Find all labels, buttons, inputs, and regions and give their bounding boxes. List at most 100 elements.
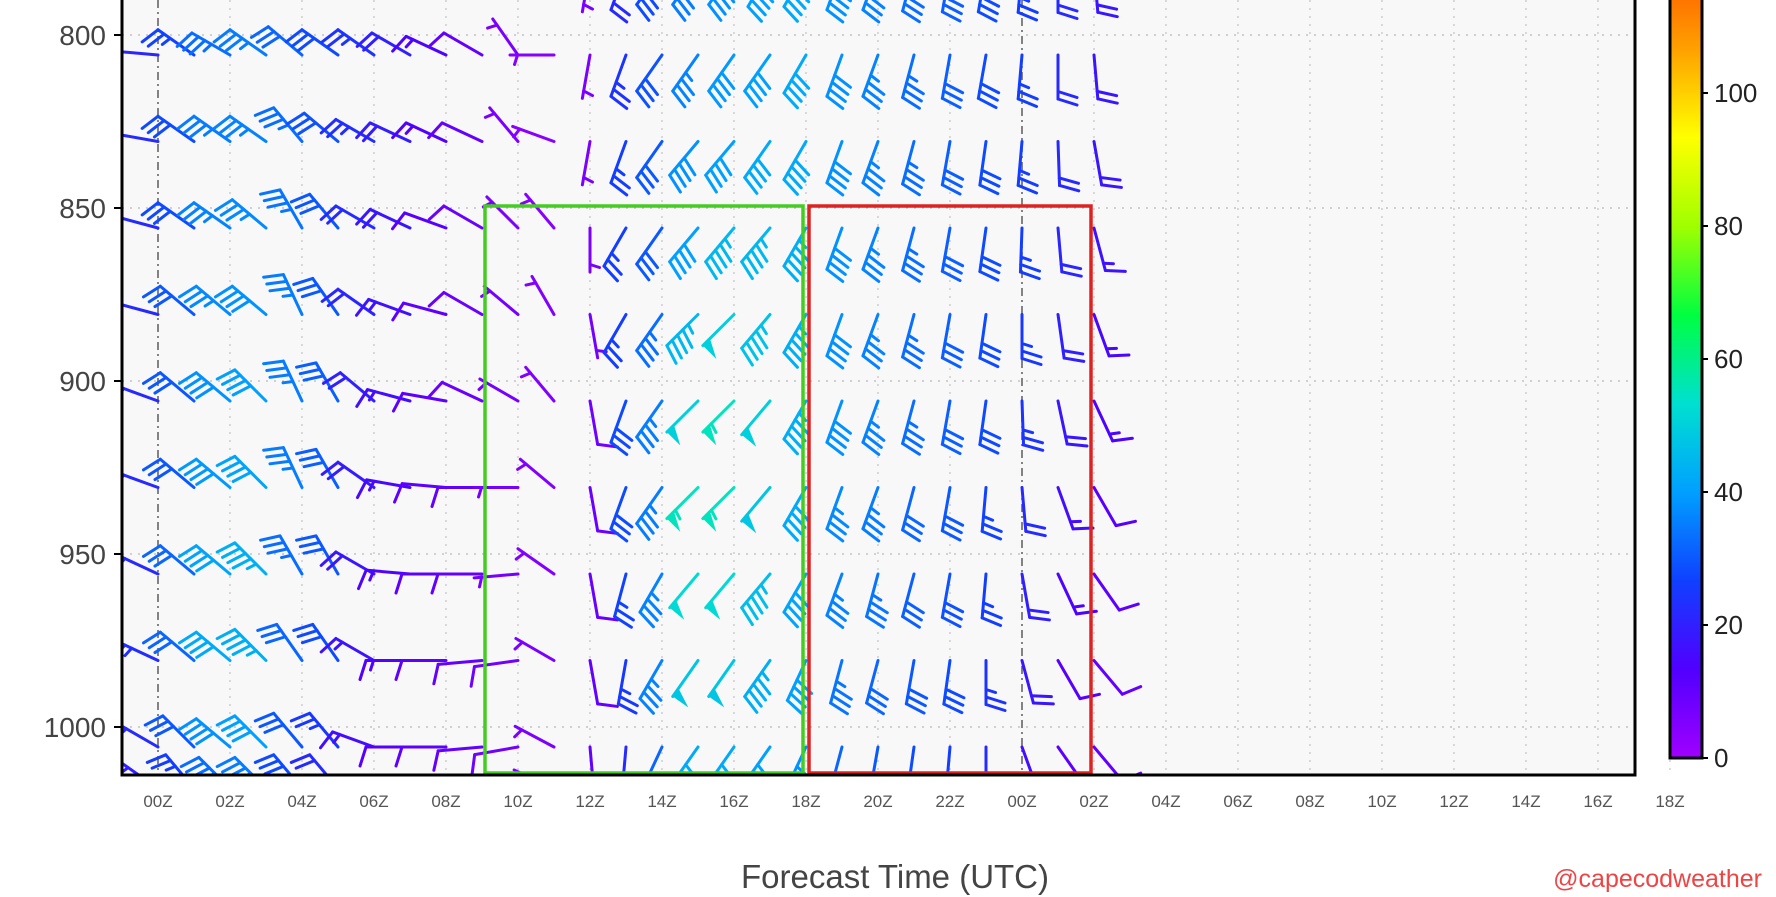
barb-feather bbox=[609, 181, 629, 197]
barb-feather bbox=[71, 311, 79, 329]
wind-barb bbox=[635, 0, 659, 22]
barb-half-feather bbox=[648, 417, 658, 429]
barb-feather bbox=[786, 431, 803, 449]
barb-feather bbox=[141, 457, 162, 472]
barb-flag bbox=[741, 513, 757, 534]
barb-half-feather bbox=[308, 723, 321, 731]
barb-half-feather bbox=[239, 212, 252, 222]
wind-barb bbox=[861, 0, 886, 24]
barb-half-feather bbox=[238, 127, 250, 137]
barb-feather bbox=[650, 823, 666, 835]
barb-half-feather bbox=[245, 562, 258, 571]
wind-barb bbox=[177, 717, 232, 749]
barb-feather bbox=[828, 260, 847, 276]
barb-feather bbox=[226, 551, 247, 565]
wind-barb bbox=[175, 31, 232, 57]
barb-half-feather bbox=[588, 263, 601, 269]
wind-barb bbox=[647, 745, 664, 775]
barb-feather bbox=[231, 730, 253, 743]
barb-half-feather bbox=[1071, 604, 1085, 609]
barb-half-feather bbox=[477, 486, 483, 499]
wind-barb bbox=[262, 446, 304, 489]
barb-feather bbox=[224, 36, 244, 52]
barb-feather bbox=[289, 711, 312, 723]
wind-barb bbox=[901, 53, 925, 110]
wind-barb bbox=[140, 28, 196, 57]
barb-feather bbox=[153, 380, 174, 395]
wind-barb bbox=[319, 730, 376, 750]
barb-feather bbox=[177, 544, 198, 558]
wind-barb bbox=[141, 457, 196, 489]
wind-barb bbox=[740, 486, 772, 534]
barb-feather bbox=[828, 433, 847, 449]
barb-feather bbox=[943, 168, 965, 181]
barb-feather bbox=[626, 825, 645, 831]
wind-barb bbox=[427, 291, 484, 316]
barb-feather bbox=[268, 286, 292, 293]
wind-barb bbox=[635, 399, 664, 455]
barb-feather bbox=[105, 303, 116, 320]
barb-feather bbox=[391, 211, 407, 231]
wind-barb bbox=[707, 53, 736, 109]
wind-barb bbox=[391, 34, 448, 57]
barb-half-feather bbox=[870, 593, 883, 602]
barb-half-feather bbox=[984, 688, 997, 694]
barb-half-feather bbox=[616, 600, 629, 609]
barb-feather bbox=[355, 388, 369, 408]
wind-barb bbox=[626, 789, 645, 839]
barb-feather bbox=[1083, 777, 1102, 783]
barb-feather bbox=[745, 254, 759, 275]
wind-barb bbox=[978, 140, 1002, 196]
barb-feather bbox=[901, 9, 921, 24]
barb-feather bbox=[713, 777, 725, 793]
barb-flag bbox=[702, 338, 717, 360]
barb-feather bbox=[830, 80, 850, 96]
barb-half-feather bbox=[82, 311, 86, 320]
barb-staff bbox=[442, 204, 484, 230]
wind-barb bbox=[1018, 226, 1042, 281]
barb-feather bbox=[709, 254, 723, 275]
barb-feather bbox=[639, 83, 655, 103]
barb-feather bbox=[150, 759, 173, 770]
barb-feather bbox=[704, 260, 718, 281]
barb-feather bbox=[1064, 435, 1087, 441]
barb-staff bbox=[122, 312, 124, 316]
barb-feather bbox=[833, 160, 852, 176]
wind-barb bbox=[524, 274, 556, 316]
wind-barb bbox=[1056, 572, 1098, 616]
barb-feather bbox=[427, 121, 444, 140]
wind-barb bbox=[986, 789, 1007, 838]
barb-feather bbox=[740, 606, 754, 627]
x-tick-label: 10Z bbox=[1367, 792, 1396, 811]
barb-feather bbox=[215, 627, 237, 641]
barb-staff bbox=[1092, 659, 1124, 696]
barb-feather bbox=[786, 344, 803, 363]
barb-feather bbox=[259, 188, 282, 196]
barb-staff bbox=[986, 789, 988, 833]
wind-barb bbox=[249, 25, 304, 57]
barb-feather bbox=[188, 39, 207, 56]
barb-feather bbox=[940, 356, 962, 369]
barb-feather bbox=[831, 790, 848, 801]
wind-barb bbox=[910, 789, 929, 840]
barb-feather bbox=[639, 429, 655, 449]
barb-staff bbox=[1092, 572, 1121, 612]
wind-barb bbox=[865, 572, 889, 629]
barb-feather bbox=[1024, 529, 1047, 538]
barb-flag bbox=[705, 600, 721, 620]
barb-feather bbox=[393, 482, 404, 504]
barb-feather bbox=[394, 572, 404, 595]
wind-barb bbox=[782, 53, 811, 110]
barb-feather bbox=[609, 440, 629, 456]
barb-feather bbox=[833, 246, 852, 262]
barb-feather bbox=[1059, 262, 1083, 271]
barb-feather bbox=[183, 722, 204, 736]
barb-feather bbox=[676, 827, 689, 842]
barb-feather bbox=[673, 254, 687, 275]
barb-feather bbox=[319, 550, 338, 567]
barb-feather bbox=[1056, 90, 1079, 99]
barb-feather bbox=[296, 629, 319, 639]
wind-barb bbox=[177, 457, 232, 489]
barb-feather bbox=[833, 73, 852, 89]
barb-feather bbox=[673, 167, 687, 188]
